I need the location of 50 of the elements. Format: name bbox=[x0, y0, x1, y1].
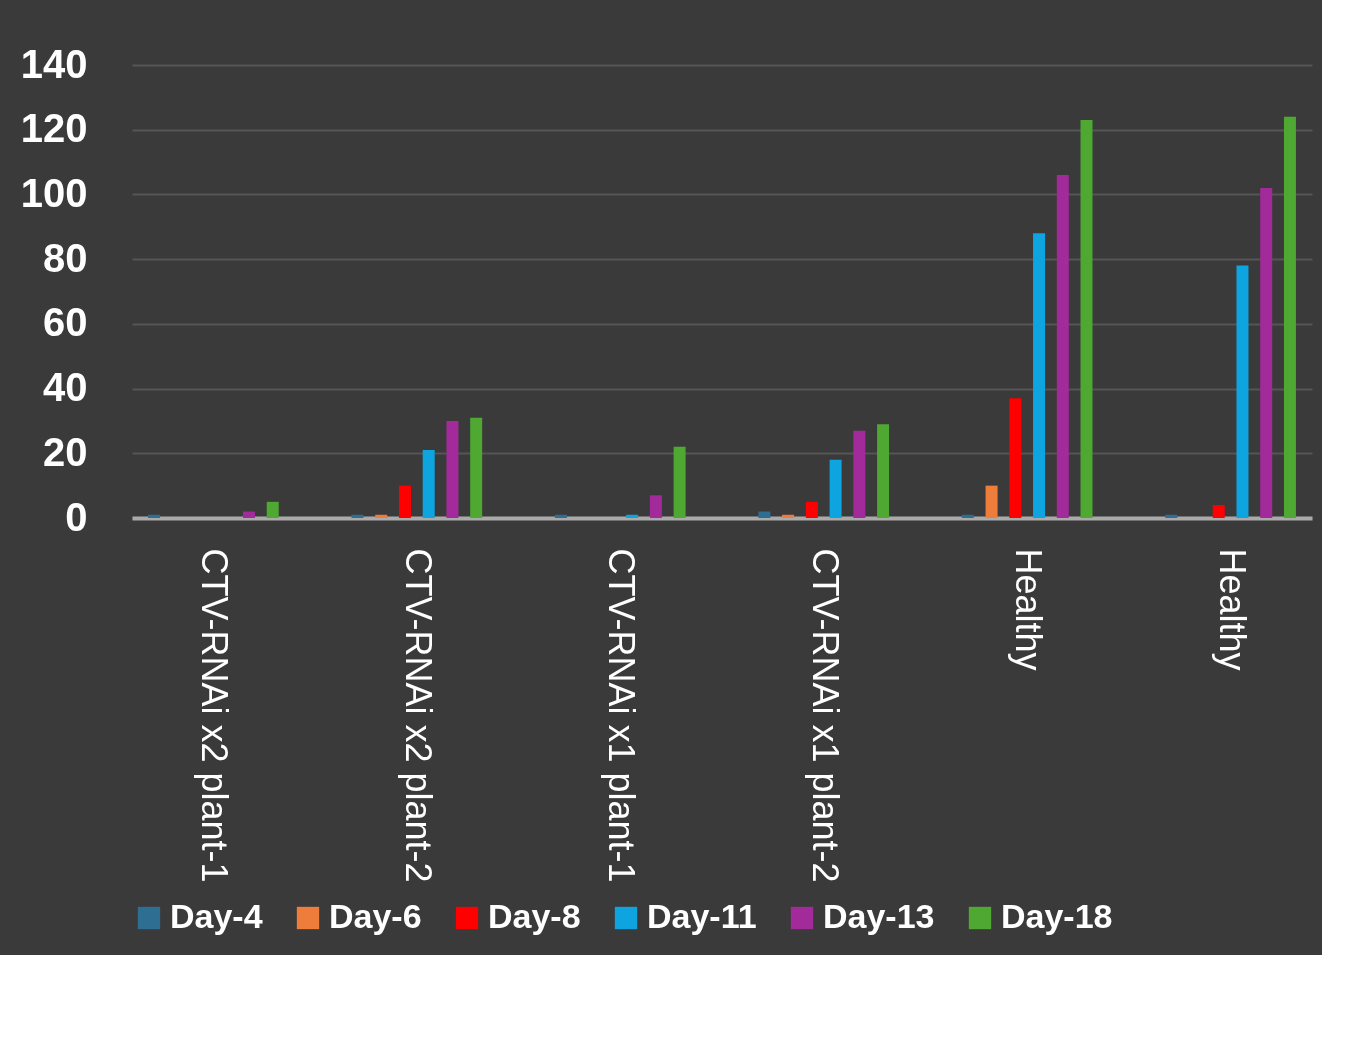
y-tick-label: 100 bbox=[20, 170, 88, 215]
bar bbox=[1260, 187, 1273, 518]
x-tick-label: Healthy bbox=[1008, 548, 1050, 671]
bar bbox=[985, 485, 998, 518]
bar bbox=[1212, 505, 1225, 518]
legend-label: Day-4 bbox=[170, 897, 263, 935]
x-tick-label: CTV-RNAi x1 plant-2 bbox=[804, 548, 846, 883]
y-tick-label: 140 bbox=[20, 41, 88, 86]
y-tick-label: 20 bbox=[43, 429, 88, 474]
y-tick-label: 120 bbox=[20, 106, 88, 151]
bar bbox=[782, 514, 795, 518]
bar bbox=[877, 424, 890, 518]
bar bbox=[961, 514, 974, 518]
x-tick-label: CTV-RNAi x2 plant-2 bbox=[397, 548, 439, 883]
x-tick-label: CTV-RNAi x1 plant-1 bbox=[601, 548, 643, 883]
bar bbox=[853, 430, 866, 518]
y-tick-label: 0 bbox=[65, 494, 88, 539]
bar bbox=[649, 495, 662, 518]
bar bbox=[351, 514, 364, 518]
bar bbox=[554, 514, 567, 518]
bar bbox=[805, 501, 818, 518]
bar bbox=[398, 485, 411, 518]
bar bbox=[1056, 175, 1069, 518]
bar bbox=[829, 459, 842, 518]
bar bbox=[422, 450, 435, 518]
bar bbox=[1165, 514, 1178, 518]
legend-label: Day-18 bbox=[1001, 897, 1113, 935]
bar bbox=[242, 511, 255, 518]
bar bbox=[1283, 116, 1296, 518]
y-tick-label: 40 bbox=[43, 365, 88, 410]
y-tick-label: 60 bbox=[43, 300, 88, 345]
bar bbox=[1033, 233, 1046, 518]
bar bbox=[446, 420, 459, 518]
y-tick-label: 80 bbox=[43, 235, 88, 280]
bar bbox=[626, 514, 639, 518]
bar bbox=[266, 501, 279, 518]
bar bbox=[148, 514, 161, 518]
bar bbox=[1080, 120, 1093, 518]
legend-label: Day-6 bbox=[329, 897, 422, 935]
bar bbox=[1236, 265, 1249, 518]
bar bbox=[1009, 398, 1022, 518]
bar bbox=[673, 446, 686, 518]
x-tick-label: Healthy bbox=[1211, 548, 1253, 671]
bar bbox=[375, 514, 388, 518]
bar bbox=[758, 511, 771, 518]
legend-label: Day-8 bbox=[488, 897, 581, 935]
legend-label: Day-11 bbox=[647, 897, 757, 935]
bar bbox=[470, 417, 483, 518]
legend-label: Day-13 bbox=[823, 897, 935, 935]
x-tick-label: CTV-RNAi x2 plant-1 bbox=[194, 548, 236, 883]
